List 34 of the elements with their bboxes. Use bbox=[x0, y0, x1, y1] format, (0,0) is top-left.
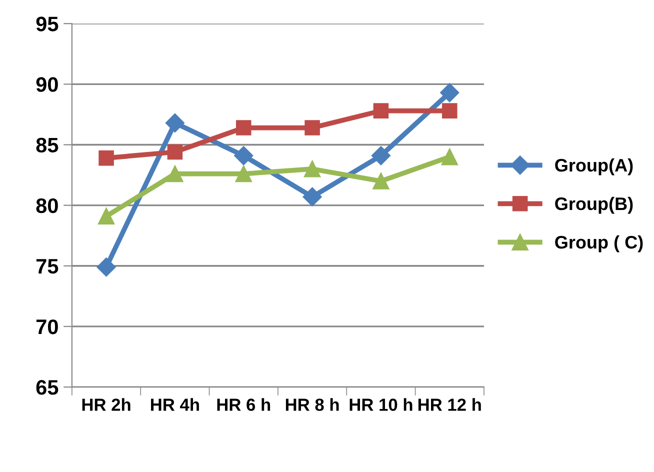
point bbox=[372, 172, 390, 190]
y-tick-label: 70 bbox=[36, 319, 58, 334]
x-tick-label: HR 8 h bbox=[286, 398, 339, 411]
y-tick-label: 85 bbox=[36, 138, 58, 152]
point bbox=[96, 258, 116, 277]
point bbox=[235, 165, 252, 182]
point bbox=[167, 144, 183, 160]
x-tick-label: HR 6 h bbox=[217, 398, 270, 411]
point bbox=[236, 120, 252, 136]
legend-label: Group(A) bbox=[555, 158, 633, 176]
point bbox=[304, 120, 320, 136]
y-tick-label: 95 bbox=[36, 16, 58, 32]
point bbox=[234, 146, 254, 166]
point bbox=[442, 103, 458, 118]
legend-label: Group ( C) bbox=[555, 235, 643, 252]
y-tick-label: 80 bbox=[36, 198, 58, 214]
y-tick-label: 90 bbox=[36, 77, 58, 92]
legend-label: Group(B) bbox=[555, 196, 633, 214]
point bbox=[98, 150, 114, 166]
y-tick-label: 75 bbox=[36, 259, 58, 274]
x-tick-label: HR 2h bbox=[82, 398, 130, 411]
point bbox=[302, 187, 322, 206]
x-tick-label: HR 10 h bbox=[350, 398, 412, 411]
point bbox=[440, 83, 460, 102]
x-tick-label: HR 4h bbox=[151, 398, 199, 411]
point bbox=[441, 148, 458, 166]
y-tick-label: 65 bbox=[36, 380, 58, 395]
x-tick-label: HR 12 h bbox=[418, 398, 481, 411]
point bbox=[373, 103, 389, 118]
point bbox=[98, 208, 115, 225]
point bbox=[165, 113, 184, 132]
point bbox=[166, 165, 184, 182]
point bbox=[371, 146, 390, 166]
point bbox=[304, 160, 321, 178]
